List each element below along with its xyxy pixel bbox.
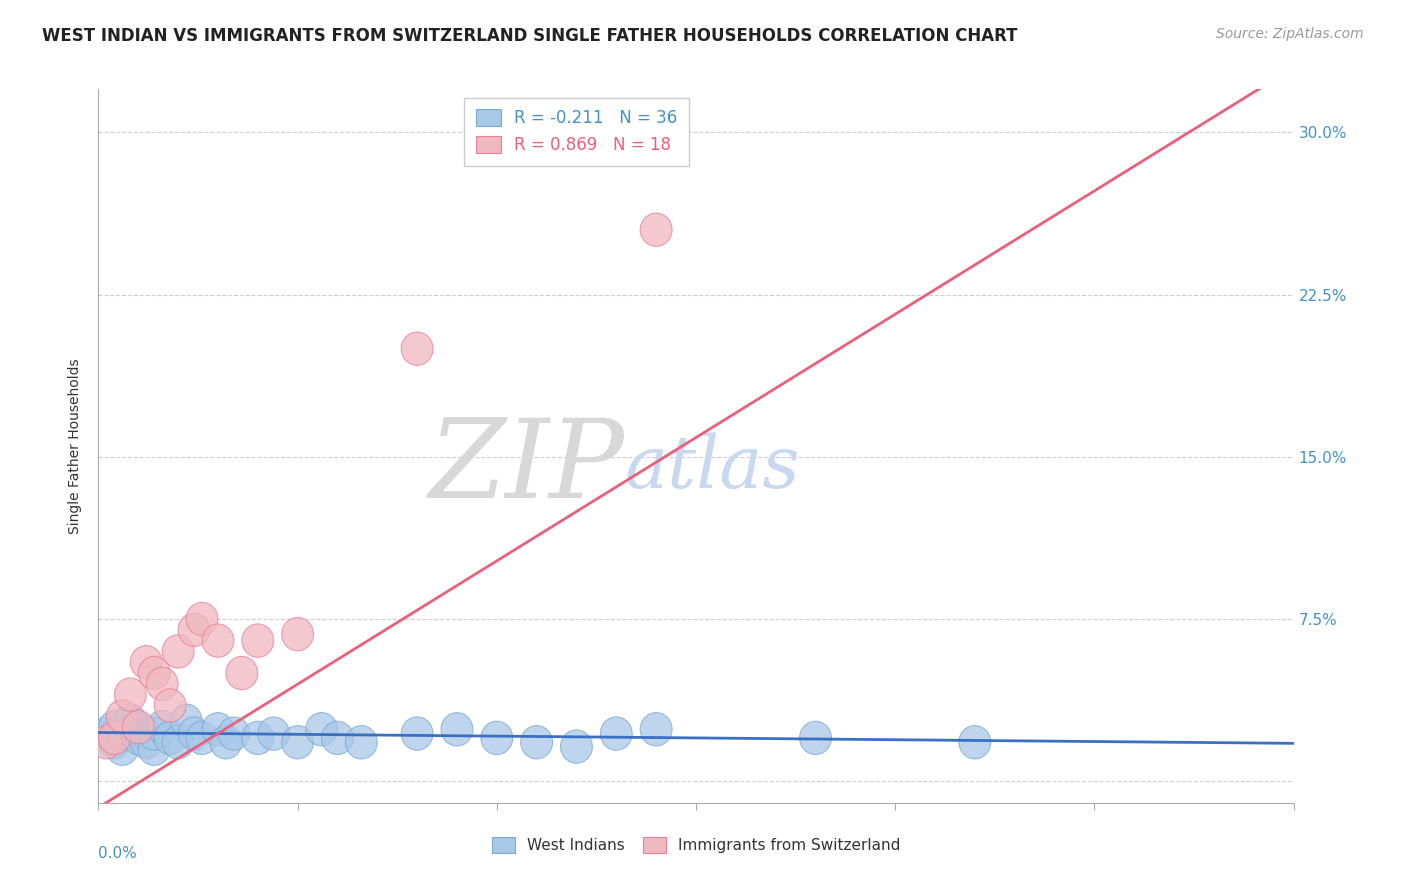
Ellipse shape — [98, 722, 131, 755]
Ellipse shape — [281, 617, 314, 651]
Ellipse shape — [155, 689, 186, 723]
Ellipse shape — [481, 722, 513, 755]
Ellipse shape — [209, 725, 242, 759]
Ellipse shape — [155, 722, 186, 755]
Ellipse shape — [98, 725, 131, 759]
Text: ZIP: ZIP — [429, 414, 624, 521]
Ellipse shape — [281, 725, 314, 759]
Ellipse shape — [146, 667, 179, 700]
Legend: West Indians, Immigrants from Switzerland: West Indians, Immigrants from Switzerlan… — [485, 831, 907, 859]
Text: atlas: atlas — [624, 432, 800, 503]
Ellipse shape — [146, 710, 179, 744]
Ellipse shape — [441, 713, 472, 746]
Ellipse shape — [959, 725, 991, 759]
Text: 0.0%: 0.0% — [98, 846, 138, 861]
Ellipse shape — [242, 624, 274, 657]
Ellipse shape — [401, 332, 433, 366]
Ellipse shape — [114, 678, 146, 711]
Text: Source: ZipAtlas.com: Source: ZipAtlas.com — [1216, 27, 1364, 41]
Ellipse shape — [401, 717, 433, 750]
Ellipse shape — [305, 713, 337, 746]
Ellipse shape — [162, 635, 194, 668]
Ellipse shape — [226, 657, 257, 690]
Ellipse shape — [90, 717, 122, 750]
Ellipse shape — [202, 713, 233, 746]
Ellipse shape — [800, 722, 831, 755]
Ellipse shape — [131, 725, 162, 759]
Ellipse shape — [114, 704, 146, 738]
Ellipse shape — [170, 704, 202, 738]
Ellipse shape — [600, 717, 633, 750]
Ellipse shape — [257, 717, 290, 750]
Ellipse shape — [138, 732, 170, 765]
Ellipse shape — [179, 613, 209, 647]
Ellipse shape — [346, 725, 377, 759]
Ellipse shape — [107, 717, 138, 750]
Ellipse shape — [107, 732, 138, 765]
Ellipse shape — [131, 717, 162, 750]
Ellipse shape — [520, 725, 553, 759]
Ellipse shape — [242, 722, 274, 755]
Ellipse shape — [202, 624, 233, 657]
Ellipse shape — [122, 710, 155, 744]
Ellipse shape — [640, 713, 672, 746]
Ellipse shape — [186, 602, 218, 636]
Ellipse shape — [90, 725, 122, 759]
Ellipse shape — [98, 710, 131, 744]
Ellipse shape — [218, 717, 250, 750]
Ellipse shape — [322, 722, 353, 755]
Ellipse shape — [138, 657, 170, 690]
Text: WEST INDIAN VS IMMIGRANTS FROM SWITZERLAND SINGLE FATHER HOUSEHOLDS CORRELATION : WEST INDIAN VS IMMIGRANTS FROM SWITZERLA… — [42, 27, 1018, 45]
Ellipse shape — [186, 722, 218, 755]
Ellipse shape — [122, 722, 155, 755]
Ellipse shape — [640, 213, 672, 246]
Ellipse shape — [107, 699, 138, 733]
Ellipse shape — [162, 725, 194, 759]
Y-axis label: Single Father Households: Single Father Households — [69, 359, 83, 533]
Ellipse shape — [138, 717, 170, 750]
Ellipse shape — [131, 646, 162, 679]
Ellipse shape — [561, 730, 592, 764]
Ellipse shape — [179, 717, 209, 750]
Ellipse shape — [122, 713, 155, 746]
